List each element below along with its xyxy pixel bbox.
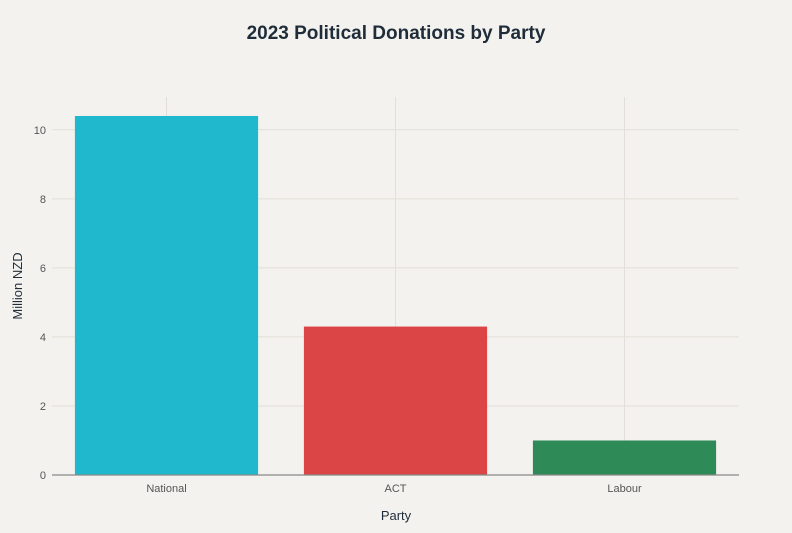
bar-labour xyxy=(532,440,717,475)
y-tick-label: 0 xyxy=(40,470,46,482)
y-tick-labels: 0 2 4 6 8 10 xyxy=(34,125,46,482)
bar-national xyxy=(74,115,259,475)
x-tick-labels: National ACT Labour xyxy=(146,483,642,495)
x-tick-label: ACT xyxy=(385,483,407,495)
y-tick-label: 6 xyxy=(40,263,46,275)
chart-title: 2023 Political Donations by Party xyxy=(247,23,546,44)
y-tick-label: 10 xyxy=(34,125,46,137)
x-tick-label: National xyxy=(146,483,186,495)
x-axis-label: Party xyxy=(381,508,412,523)
y-tick-label: 8 xyxy=(40,194,46,206)
bar-act xyxy=(303,326,488,475)
x-tick-label: Labour xyxy=(607,483,642,495)
y-tick-label: 2 xyxy=(40,401,46,413)
bars xyxy=(74,115,717,475)
y-tick-label: 4 xyxy=(40,332,46,344)
y-axis-label: Million NZD xyxy=(10,252,25,319)
